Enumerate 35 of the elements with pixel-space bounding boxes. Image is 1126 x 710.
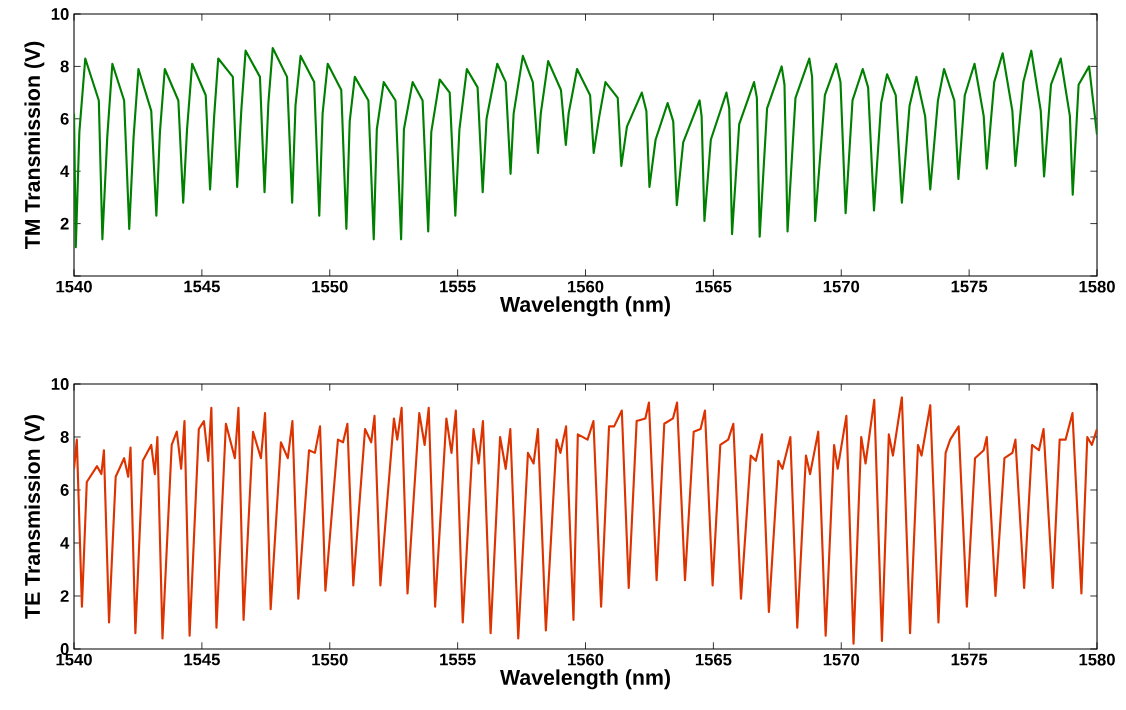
x-tick-label: 1545: [184, 653, 220, 666]
x-tick-label: 1550: [312, 653, 348, 666]
x-axis-title: Wavelength (nm): [500, 296, 670, 317]
x-tick-label: 1555: [440, 653, 476, 666]
x-tick-label: 1580: [1079, 653, 1115, 666]
y-tick-label: 4: [60, 537, 70, 549]
y-tick-label: 4: [60, 165, 70, 177]
y-axis-title: TM Transmission (V): [24, 41, 45, 250]
y-tick-label: 6: [60, 484, 69, 496]
y-tick-label: 6: [60, 112, 69, 125]
x-tick-label: 1540: [56, 653, 92, 666]
y-tick-label: 2: [60, 217, 69, 230]
y-axis-title: TE Transmission (V): [24, 415, 45, 619]
x-tick-label: 1570: [823, 653, 860, 666]
x-tick-label: 1565: [695, 280, 732, 293]
line-series: [74, 46, 1098, 249]
y-tick-label: 2: [60, 590, 69, 602]
x-tick-label: 1570: [823, 280, 860, 293]
x-tick-label: 1575: [951, 280, 988, 293]
y-tick-label: 8: [60, 60, 69, 73]
x-tick-label: 1575: [951, 653, 988, 666]
x-tick-label: 1550: [312, 280, 348, 293]
x-tick-label: 1555: [440, 280, 476, 293]
x-tick-label: 1565: [695, 653, 732, 666]
y-tick-label: 10: [51, 8, 69, 20]
line-series: [74, 396, 1098, 645]
x-tick-label: 1560: [568, 653, 604, 666]
y-tick-label: 8: [60, 431, 69, 443]
x-tick-label: 1545: [184, 280, 220, 293]
x-tick-label: 1540: [56, 280, 92, 293]
x-tick-label: 1560: [568, 280, 604, 293]
y-tick-label: 0: [60, 643, 69, 655]
x-tick-label: 1580: [1079, 280, 1115, 293]
y-tick-label: 10: [51, 378, 69, 390]
x-axis-title: Wavelength (nm): [500, 669, 670, 690]
